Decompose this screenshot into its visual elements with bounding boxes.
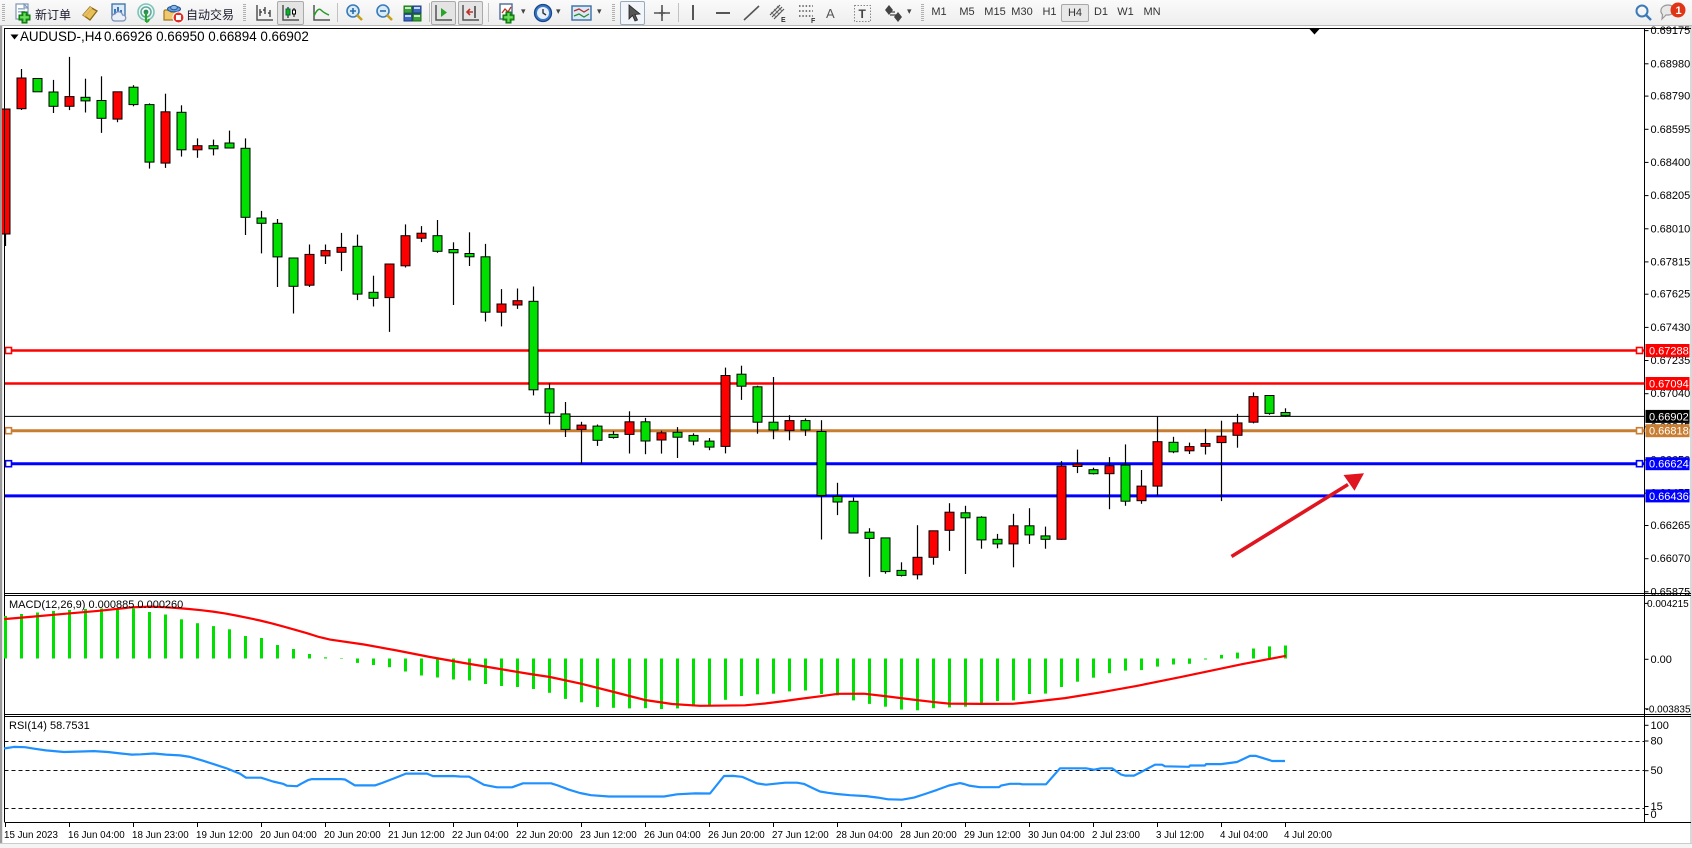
svg-text:26 Jun 20:00: 26 Jun 20:00 xyxy=(708,830,765,841)
svg-text:30 Jun 04:00: 30 Jun 04:00 xyxy=(1028,830,1085,841)
svg-text:22 Jun 20:00: 22 Jun 20:00 xyxy=(516,830,573,841)
svg-text:28 Jun 04:00: 28 Jun 04:00 xyxy=(836,830,893,841)
svg-text:T: T xyxy=(859,7,867,21)
svg-text:20 Jun 04:00: 20 Jun 04:00 xyxy=(260,830,317,841)
svg-text:0.68790: 0.68790 xyxy=(1651,91,1691,103)
svg-text:0.68400: 0.68400 xyxy=(1651,157,1691,169)
svg-text:F: F xyxy=(811,18,816,24)
svg-text:15 Jun 2023: 15 Jun 2023 xyxy=(4,830,58,841)
svg-text:20 Jun 20:00: 20 Jun 20:00 xyxy=(324,830,381,841)
svg-text:50: 50 xyxy=(1651,765,1663,777)
svg-text:0.66070: 0.66070 xyxy=(1651,553,1691,565)
svg-text:23 Jun 12:00: 23 Jun 12:00 xyxy=(580,830,637,841)
svg-text:AUDUSD-,H4: AUDUSD-,H4 xyxy=(20,29,102,44)
svg-text:0.004215: 0.004215 xyxy=(1647,599,1689,610)
svg-text:0.67040: 0.67040 xyxy=(1651,388,1691,400)
svg-text:0: 0 xyxy=(1651,809,1657,821)
svg-text:0.67288: 0.67288 xyxy=(1649,346,1689,358)
svg-text:0.67430: 0.67430 xyxy=(1651,322,1691,334)
svg-text:16 Jun 04:00: 16 Jun 04:00 xyxy=(68,830,125,841)
svg-text:4 Jul 04:00: 4 Jul 04:00 xyxy=(1220,830,1268,841)
svg-text:0.67625: 0.67625 xyxy=(1651,289,1691,301)
svg-text:0.66436: 0.66436 xyxy=(1649,491,1689,503)
svg-text:0.65875: 0.65875 xyxy=(1651,586,1691,598)
svg-text:18 Jun 23:00: 18 Jun 23:00 xyxy=(132,830,189,841)
svg-text:0.67094: 0.67094 xyxy=(1649,379,1689,391)
svg-text:21 Jun 12:00: 21 Jun 12:00 xyxy=(388,830,445,841)
svg-text:-0.003835: -0.003835 xyxy=(1646,704,1691,715)
svg-text:27 Jun 12:00: 27 Jun 12:00 xyxy=(772,830,829,841)
svg-text:2 Jul 23:00: 2 Jul 23:00 xyxy=(1092,830,1140,841)
svg-text:4 Jul 20:00: 4 Jul 20:00 xyxy=(1284,830,1332,841)
svg-text:3 Jul 12:00: 3 Jul 12:00 xyxy=(1156,830,1204,841)
svg-text:0.66624: 0.66624 xyxy=(1649,459,1689,471)
svg-text:0.67235: 0.67235 xyxy=(1651,355,1691,367)
svg-text:28 Jun 20:00: 28 Jun 20:00 xyxy=(900,830,957,841)
svg-text:1: 1 xyxy=(1676,5,1682,17)
svg-text:0.68205: 0.68205 xyxy=(1651,190,1691,202)
svg-text:RSI(14) 58.7531: RSI(14) 58.7531 xyxy=(9,720,90,732)
svg-text:19 Jun 12:00: 19 Jun 12:00 xyxy=(196,830,253,841)
svg-text:0.68980: 0.68980 xyxy=(1651,58,1691,70)
svg-text:E: E xyxy=(781,17,786,24)
svg-text:0.66818: 0.66818 xyxy=(1649,426,1689,438)
svg-text:0.69175: 0.69175 xyxy=(1651,25,1691,37)
svg-text:80: 80 xyxy=(1651,736,1663,748)
svg-text:0.68010: 0.68010 xyxy=(1651,223,1691,235)
svg-text:29 Jun 12:00: 29 Jun 12:00 xyxy=(964,830,1021,841)
svg-text:0.66926 0.66950 0.66894 0.6690: 0.66926 0.66950 0.66894 0.66902 xyxy=(104,29,309,44)
svg-text:26 Jun 04:00: 26 Jun 04:00 xyxy=(644,830,701,841)
svg-text:100: 100 xyxy=(1651,720,1669,732)
svg-text:0.66265: 0.66265 xyxy=(1651,520,1691,532)
svg-text:0.66902: 0.66902 xyxy=(1649,411,1689,423)
svg-text:0.68595: 0.68595 xyxy=(1651,124,1691,136)
svg-text:0.67815: 0.67815 xyxy=(1651,256,1691,268)
svg-text:15: 15 xyxy=(1651,801,1663,813)
svg-text:MACD(12,26,9) 0.000885 0.00026: MACD(12,26,9) 0.000885 0.000260 xyxy=(9,599,183,611)
svg-text:0.00: 0.00 xyxy=(1651,654,1672,666)
svg-text:22 Jun 04:00: 22 Jun 04:00 xyxy=(452,830,509,841)
